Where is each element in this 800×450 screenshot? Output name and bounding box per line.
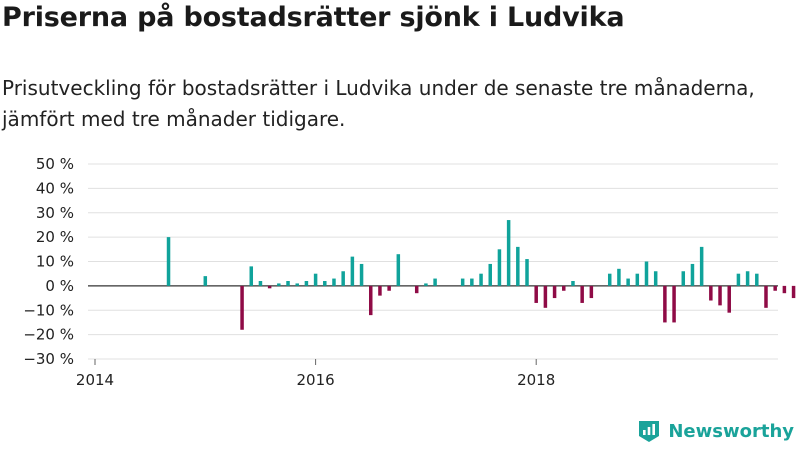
bar (653, 271, 658, 286)
bar (313, 273, 318, 286)
bar (323, 281, 327, 286)
bar (350, 256, 355, 286)
bar (286, 281, 290, 286)
bar (681, 271, 686, 286)
y-tick-label: 40 % (36, 179, 74, 197)
bar (460, 278, 465, 286)
y-tick-label: −30 % (23, 350, 74, 368)
y-tick-label: 50 % (36, 155, 74, 173)
bar (341, 271, 345, 286)
newsworthy-logo-text: Newsworthy (668, 420, 794, 442)
y-tick-label: −10 % (23, 301, 74, 319)
bar (479, 273, 483, 286)
bar (764, 285, 768, 308)
bar (773, 285, 777, 291)
bar (387, 285, 391, 291)
bar (332, 278, 336, 286)
bar (359, 263, 364, 286)
chart-title: Priserna på bostadsrätter sjönk i Ludvik… (2, 2, 625, 33)
bar (589, 285, 594, 299)
bar (607, 273, 612, 286)
y-axis: 50 % 40 % 30 % 20 % 10 % 0 % −10 % −20 % −30 % (23, 155, 74, 368)
y-tick-label: 0 % (45, 277, 74, 295)
bar (295, 283, 299, 286)
bar (516, 246, 520, 286)
bar (166, 237, 171, 286)
bar (782, 285, 787, 294)
bar (690, 263, 695, 286)
x-tick-label: 2016 (297, 371, 335, 389)
bar (534, 285, 538, 303)
bar (258, 281, 263, 286)
grid-lines (88, 163, 778, 360)
bar (791, 285, 796, 299)
chart-subtitle: Prisutveckling för bostadsrätter i Ludvi… (2, 76, 755, 131)
bars (166, 220, 796, 330)
bar (709, 285, 713, 301)
bar (277, 283, 281, 286)
x-axis: 201420162018202120232025 (76, 358, 778, 389)
bar (414, 285, 419, 294)
bar (424, 283, 428, 286)
bar (369, 285, 373, 316)
y-tick-label: 30 % (36, 204, 74, 222)
bar (571, 281, 575, 286)
bar (755, 273, 759, 286)
bar (635, 273, 640, 286)
bar (433, 278, 437, 286)
bar (497, 249, 502, 286)
x-tick-label: 2018 (517, 371, 555, 389)
bar (617, 268, 621, 286)
y-tick-label: 20 % (36, 228, 74, 246)
bar (718, 285, 722, 306)
bar (580, 285, 584, 303)
bar (267, 285, 272, 289)
bar (562, 285, 566, 291)
bar (525, 259, 529, 286)
bar (745, 271, 750, 286)
x-tick-label: 2014 (76, 371, 114, 389)
bar (727, 285, 731, 313)
bar (304, 281, 309, 286)
bar (240, 285, 244, 330)
y-tick-label: −20 % (23, 326, 74, 344)
bar (506, 220, 511, 286)
bar (470, 278, 474, 286)
y-tick-label: 10 % (36, 253, 74, 271)
bar (626, 278, 630, 286)
bar (249, 266, 254, 286)
bar (396, 254, 401, 286)
bar (552, 285, 557, 299)
newsworthy-logo-icon (639, 421, 660, 442)
bar (488, 263, 492, 286)
bar (644, 261, 649, 286)
bar (203, 276, 208, 286)
bar (543, 285, 548, 308)
bar (672, 285, 676, 323)
bar (699, 246, 704, 286)
bar (736, 273, 741, 286)
bar (378, 285, 382, 296)
newsworthy-logo: Newsworthy (636, 418, 794, 444)
bar (663, 285, 667, 323)
